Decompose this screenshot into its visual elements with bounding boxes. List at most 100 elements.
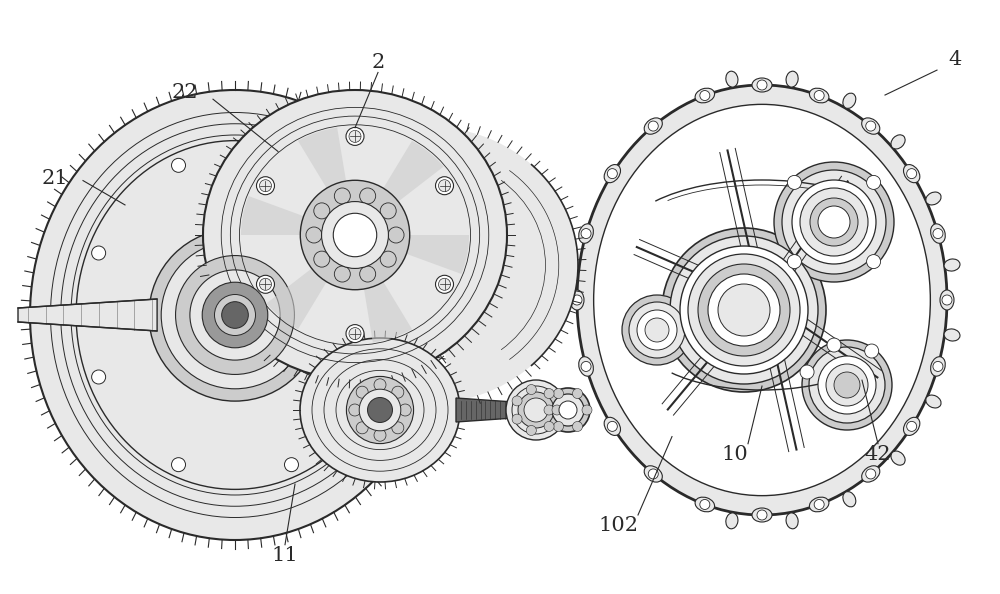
Ellipse shape bbox=[843, 93, 856, 108]
Circle shape bbox=[629, 302, 685, 358]
Ellipse shape bbox=[940, 290, 954, 310]
Circle shape bbox=[346, 127, 364, 146]
Ellipse shape bbox=[726, 71, 738, 87]
Circle shape bbox=[300, 181, 410, 290]
Circle shape bbox=[865, 344, 879, 358]
Circle shape bbox=[572, 388, 582, 399]
Circle shape bbox=[360, 266, 376, 282]
Circle shape bbox=[214, 295, 256, 336]
Ellipse shape bbox=[931, 356, 945, 376]
Ellipse shape bbox=[604, 165, 620, 183]
Circle shape bbox=[172, 159, 186, 172]
Ellipse shape bbox=[904, 418, 920, 435]
Circle shape bbox=[552, 405, 562, 415]
Circle shape bbox=[349, 328, 361, 340]
Circle shape bbox=[439, 279, 451, 290]
Circle shape bbox=[907, 421, 917, 431]
Polygon shape bbox=[241, 196, 355, 235]
Ellipse shape bbox=[809, 88, 829, 103]
Circle shape bbox=[792, 180, 876, 264]
Circle shape bbox=[814, 90, 824, 100]
Text: 21: 21 bbox=[42, 169, 68, 188]
Circle shape bbox=[572, 422, 582, 431]
Circle shape bbox=[439, 180, 451, 192]
Circle shape bbox=[256, 176, 274, 195]
Circle shape bbox=[559, 401, 577, 419]
Ellipse shape bbox=[891, 135, 905, 149]
Circle shape bbox=[356, 422, 368, 434]
Circle shape bbox=[172, 457, 186, 472]
Circle shape bbox=[648, 469, 658, 479]
Text: 42: 42 bbox=[865, 445, 891, 464]
Ellipse shape bbox=[594, 105, 930, 495]
Circle shape bbox=[259, 279, 271, 290]
Circle shape bbox=[782, 170, 886, 274]
Ellipse shape bbox=[570, 290, 584, 310]
Ellipse shape bbox=[726, 513, 738, 529]
Circle shape bbox=[552, 394, 584, 426]
Circle shape bbox=[818, 356, 876, 414]
Text: 102: 102 bbox=[598, 516, 638, 535]
Circle shape bbox=[700, 90, 710, 100]
Circle shape bbox=[800, 365, 814, 379]
Ellipse shape bbox=[862, 118, 880, 134]
Ellipse shape bbox=[579, 356, 593, 376]
Text: 22: 22 bbox=[172, 83, 198, 102]
Circle shape bbox=[688, 254, 800, 366]
Circle shape bbox=[512, 396, 522, 406]
Circle shape bbox=[259, 180, 271, 192]
Ellipse shape bbox=[786, 513, 798, 529]
Circle shape bbox=[818, 206, 850, 238]
Circle shape bbox=[222, 302, 248, 328]
Ellipse shape bbox=[190, 265, 320, 385]
Ellipse shape bbox=[931, 224, 945, 244]
Circle shape bbox=[360, 188, 376, 204]
Circle shape bbox=[554, 422, 564, 431]
Text: 4: 4 bbox=[948, 50, 962, 69]
Ellipse shape bbox=[926, 395, 941, 408]
Ellipse shape bbox=[76, 141, 394, 489]
Circle shape bbox=[374, 379, 386, 391]
Ellipse shape bbox=[786, 71, 798, 87]
Circle shape bbox=[942, 295, 952, 305]
Ellipse shape bbox=[843, 492, 856, 507]
Circle shape bbox=[314, 203, 330, 219]
Circle shape bbox=[346, 324, 364, 343]
Text: 2: 2 bbox=[371, 53, 385, 72]
Ellipse shape bbox=[30, 90, 440, 540]
Circle shape bbox=[544, 388, 554, 399]
Circle shape bbox=[392, 386, 404, 398]
Circle shape bbox=[866, 469, 876, 479]
Circle shape bbox=[622, 295, 692, 365]
Circle shape bbox=[645, 318, 669, 342]
Circle shape bbox=[774, 162, 894, 282]
Ellipse shape bbox=[904, 165, 920, 183]
Circle shape bbox=[506, 380, 566, 440]
Ellipse shape bbox=[944, 259, 960, 271]
Circle shape bbox=[526, 425, 536, 435]
Ellipse shape bbox=[695, 497, 715, 512]
Polygon shape bbox=[18, 299, 157, 331]
Circle shape bbox=[582, 405, 592, 415]
Text: 11: 11 bbox=[272, 546, 298, 565]
Circle shape bbox=[757, 510, 767, 520]
Ellipse shape bbox=[604, 418, 620, 435]
Circle shape bbox=[544, 405, 554, 415]
Circle shape bbox=[284, 457, 298, 472]
Circle shape bbox=[149, 229, 321, 401]
Circle shape bbox=[662, 228, 826, 392]
Circle shape bbox=[834, 372, 860, 398]
Circle shape bbox=[392, 422, 404, 434]
Circle shape bbox=[314, 251, 330, 267]
Circle shape bbox=[800, 188, 868, 256]
Ellipse shape bbox=[809, 497, 829, 512]
Circle shape bbox=[526, 384, 536, 394]
Circle shape bbox=[364, 370, 378, 384]
Circle shape bbox=[670, 236, 818, 384]
Polygon shape bbox=[298, 128, 355, 235]
Polygon shape bbox=[355, 141, 444, 235]
Polygon shape bbox=[355, 235, 412, 342]
Circle shape bbox=[436, 275, 454, 293]
Polygon shape bbox=[355, 235, 469, 274]
Circle shape bbox=[933, 229, 943, 239]
